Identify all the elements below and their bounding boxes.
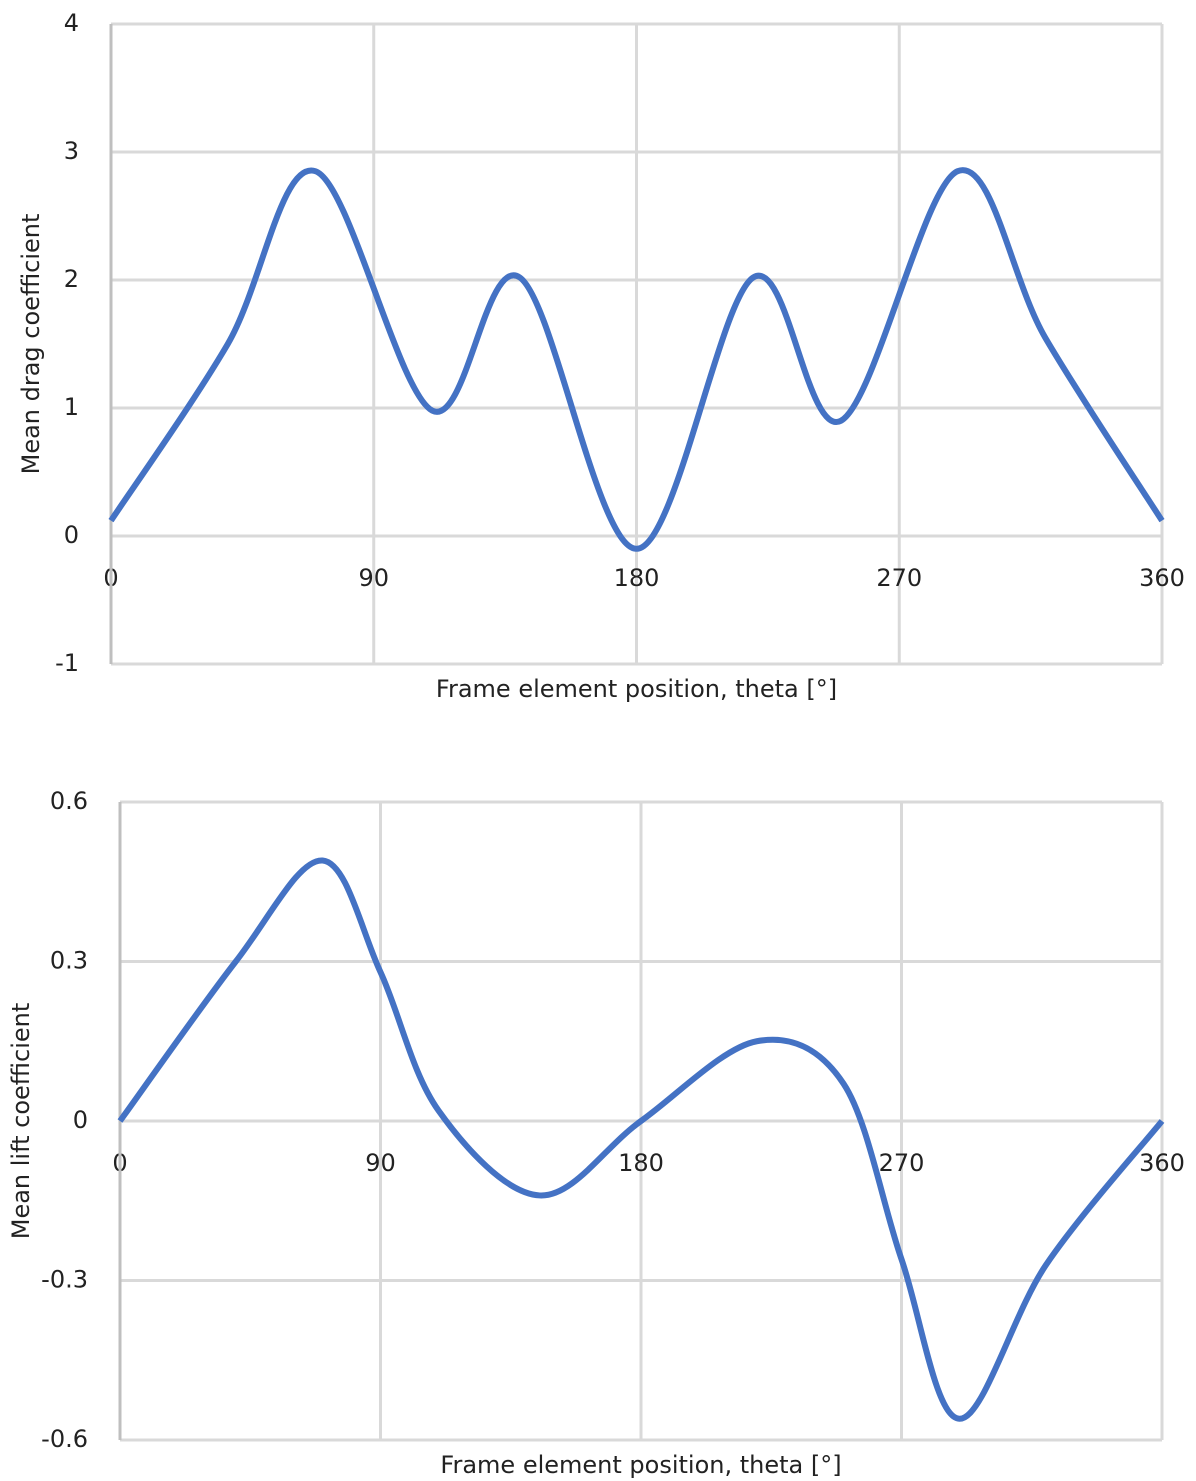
x-tick-label: 270 xyxy=(876,564,922,592)
y-tick-label: 0.6 xyxy=(50,787,88,815)
data-line xyxy=(117,857,1165,1422)
x-tick-label: 270 xyxy=(879,1149,925,1177)
y-axis-title: Mean drag coefficient xyxy=(17,214,45,475)
y-tick-label: -0.6 xyxy=(41,1425,88,1453)
x-tick-label: 90 xyxy=(365,1149,396,1177)
x-tick-label: 360 xyxy=(1139,564,1185,592)
y-tick-label: 1 xyxy=(64,393,79,421)
y-tick-label: 0 xyxy=(64,521,79,549)
y-tick-label: 0 xyxy=(73,1106,88,1134)
y-tick-label: 2 xyxy=(64,265,79,293)
x-tick-label: 360 xyxy=(1139,1149,1185,1177)
x-tick-label: 180 xyxy=(614,564,660,592)
data-line xyxy=(108,167,1165,552)
y-tick-label: 0.3 xyxy=(50,947,88,975)
x-tick-label: 90 xyxy=(358,564,389,592)
y-tick-label: -0.3 xyxy=(41,1266,88,1294)
y-tick-label: 3 xyxy=(64,137,79,165)
x-axis-title: Frame element position, theta [°] xyxy=(440,1451,841,1479)
x-tick-label: 180 xyxy=(618,1149,664,1177)
x-axis-title: Frame element position, theta [°] xyxy=(436,675,837,703)
y-tick-label: 4 xyxy=(64,9,79,37)
y-tick-label: -1 xyxy=(55,649,79,677)
y-axis-title: Mean lift coefficient xyxy=(7,1003,35,1240)
